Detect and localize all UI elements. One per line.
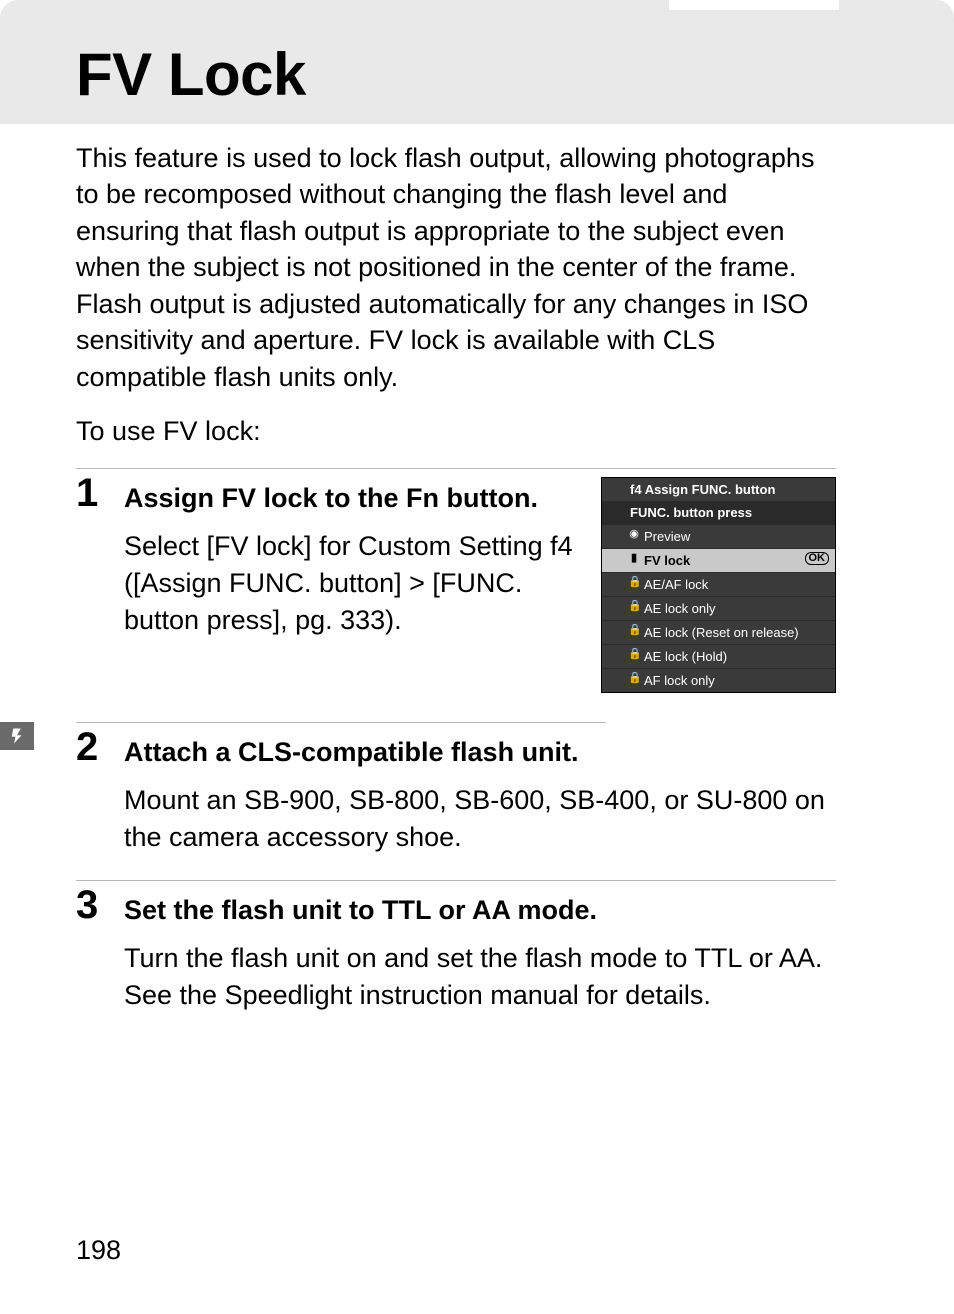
menu-subtitle: FUNC. button press: [602, 501, 835, 524]
step-1: 1 Assign FV lock to the Fn button. Selec…: [76, 468, 836, 693]
step-3: 3 Set the flash unit to TTL or AA mode. …: [76, 880, 836, 1015]
step-body: Select [FV lock] for Custom Setting f4 (…: [124, 528, 583, 640]
side-tab: [0, 722, 34, 750]
camera-menu-figure: ▸ • ✎ Y ✧ ⎘ ? f4 Assign FUNC. button FUN…: [601, 477, 836, 693]
fvlock-icon: ▮: [628, 553, 640, 564]
menu-item-label: FV lock: [644, 553, 690, 568]
lock-icon: 🔒: [628, 577, 640, 588]
menu-item-label: AE lock (Reset on release): [644, 625, 799, 640]
step-number: 3: [76, 885, 98, 925]
step-2: 2 Attach a CLS-compatible flash unit. Mo…: [76, 723, 836, 857]
menu-item-label: AE/AF lock: [644, 577, 708, 592]
body-column: This feature is used to lock flash outpu…: [76, 140, 836, 1015]
step-body: Turn the flash unit on and set the flash…: [124, 940, 836, 1015]
menu-item-label: Preview: [644, 529, 690, 544]
step-1-text: Assign FV lock to the Fn button. Select …: [124, 477, 583, 693]
step-heading: Attach a CLS-compatible flash unit.: [124, 737, 836, 768]
menu-item: 🔒 AF lock only: [602, 668, 835, 692]
menu-item: ◉ Preview: [602, 524, 835, 548]
lock-icon: 🔒: [628, 601, 640, 612]
lock-icon: 🔒: [628, 649, 640, 660]
step-body: Mount an SB-900, SB-800, SB-600, SB-400,…: [124, 782, 836, 857]
step-number: 2: [76, 727, 98, 767]
menu-title: f4 Assign FUNC. button: [602, 478, 835, 501]
lead-in: To use FV lock:: [76, 413, 836, 449]
menu-item-label: AE lock only: [644, 601, 716, 616]
step-number: 1: [76, 473, 98, 513]
ok-badge: OK: [805, 552, 830, 565]
header-notch: [669, 0, 839, 10]
menu-item: 🔒 AE/AF lock: [602, 572, 835, 596]
intro-paragraph: This feature is used to lock flash outpu…: [76, 140, 836, 395]
menu-item-label: AE lock (Hold): [644, 649, 727, 664]
page-title: FV Lock: [76, 40, 306, 109]
menu-item: 🔒 AE lock (Hold): [602, 644, 835, 668]
step-heading: Assign FV lock to the Fn button.: [124, 483, 583, 514]
flash-icon: [8, 726, 26, 746]
menu-item: 🔒 AE lock (Reset on release): [602, 620, 835, 644]
menu-item-selected: ▮ FV lock OK: [602, 548, 835, 572]
menu-item: 🔒 AE lock only: [602, 596, 835, 620]
menu-item-label: AF lock only: [644, 673, 715, 688]
step-heading: Set the flash unit to TTL or AA mode.: [124, 895, 836, 926]
page: FV Lock This feature is used to lock fla…: [0, 0, 954, 1314]
preview-icon: ◉: [628, 529, 640, 540]
page-number: 198: [76, 1235, 121, 1266]
lock-icon: 🔒: [628, 673, 640, 684]
lock-icon: 🔒: [628, 625, 640, 636]
